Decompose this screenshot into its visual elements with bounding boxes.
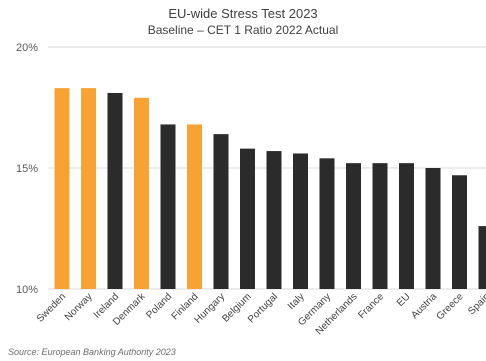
bar-spain — [478, 226, 486, 289]
bar-denmark — [134, 97, 149, 289]
y-tick-label: 10% — [16, 284, 38, 296]
bar-greece — [452, 175, 467, 289]
chart-subtitle: Baseline – CET 1 Ratio 2022 Actual — [147, 23, 339, 37]
y-tick-label: 20% — [16, 42, 38, 54]
bar-portugal — [266, 151, 282, 289]
bar-germany — [319, 158, 335, 289]
bar-belgium — [240, 148, 255, 289]
x-tick-label: Sweden — [35, 291, 68, 324]
chart-title: EU-wide Stress Test 2023 — [168, 6, 318, 21]
bar-sweden — [54, 88, 70, 289]
x-tick-label: Italy — [286, 291, 307, 312]
bar-netherlands — [346, 163, 361, 289]
bar-hungary — [213, 134, 229, 289]
x-tick-label: Spain — [466, 291, 486, 317]
x-tick-label: Austria — [409, 291, 439, 321]
bar-italy — [293, 153, 308, 289]
x-tick-label: Poland — [144, 291, 174, 321]
bar-finland — [187, 124, 202, 289]
bar-austria — [425, 168, 441, 289]
bar-eu — [399, 163, 414, 289]
bar-ireland — [107, 92, 123, 289]
bar-norway — [81, 88, 96, 289]
x-tick-label: Norway — [63, 291, 95, 323]
bar-poland — [160, 124, 176, 289]
x-tick-label: Greece — [435, 291, 466, 322]
x-tick-label: Portugal — [246, 291, 280, 325]
y-tick-label: 15% — [16, 163, 38, 175]
x-tick-label: France — [356, 291, 386, 321]
bar-france — [372, 163, 388, 289]
source-note: Source: European Banking Authority 2023 — [8, 347, 176, 357]
x-tick-label: EU — [395, 291, 413, 309]
